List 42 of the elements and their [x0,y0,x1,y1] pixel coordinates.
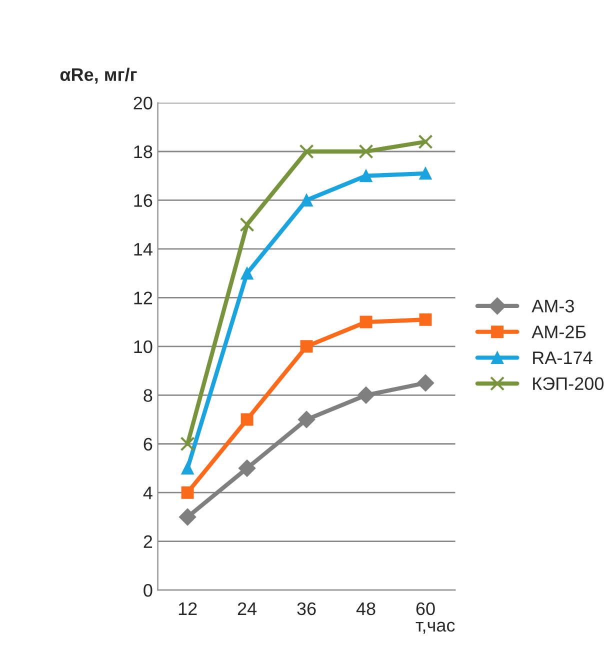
point [238,460,256,477]
point [419,167,432,180]
point [300,194,313,206]
y-tick-label: 8 [144,389,152,402]
y-tick-label: 10 [134,340,152,354]
y-tick-label: 0 [144,584,152,597]
y-tick-label: 18 [134,145,152,158]
x-tick-label: 60 [416,602,435,616]
point [240,267,254,280]
point [240,217,254,232]
y-axis-title: αRe, мг/г [60,68,137,84]
x-tick-label: 12 [178,602,197,615]
legend-label: RA-174 [533,352,592,364]
point [179,508,196,526]
x-tick-label: 48 [356,602,376,616]
point [298,410,316,428]
point [419,313,432,326]
point [357,386,375,404]
point [181,462,194,474]
legend-label: КЭП-200 [533,377,604,390]
y-tick-label: 20 [134,96,152,110]
y-tick-label: 16 [134,194,152,207]
legend-label: AM-2Б [532,326,586,338]
y-tick-label: 2 [144,535,152,548]
point [180,436,195,452]
point [418,134,433,150]
point [300,340,313,353]
point [181,486,194,499]
y-tick-label: 6 [144,438,152,451]
x-tick-label: 36 [297,602,316,616]
y-tick-label: 4 [143,486,152,500]
y-tick-label: 12 [134,292,152,304]
point [360,170,372,182]
point [360,316,372,328]
point [240,413,254,426]
x-tick-label: 24 [238,602,257,615]
legend-label: AM-3 [532,300,574,312]
y-tick-label: 14 [134,243,152,256]
x-axis-title: т,час [416,622,455,634]
point [299,144,314,159]
point [416,374,434,392]
point [358,144,374,159]
